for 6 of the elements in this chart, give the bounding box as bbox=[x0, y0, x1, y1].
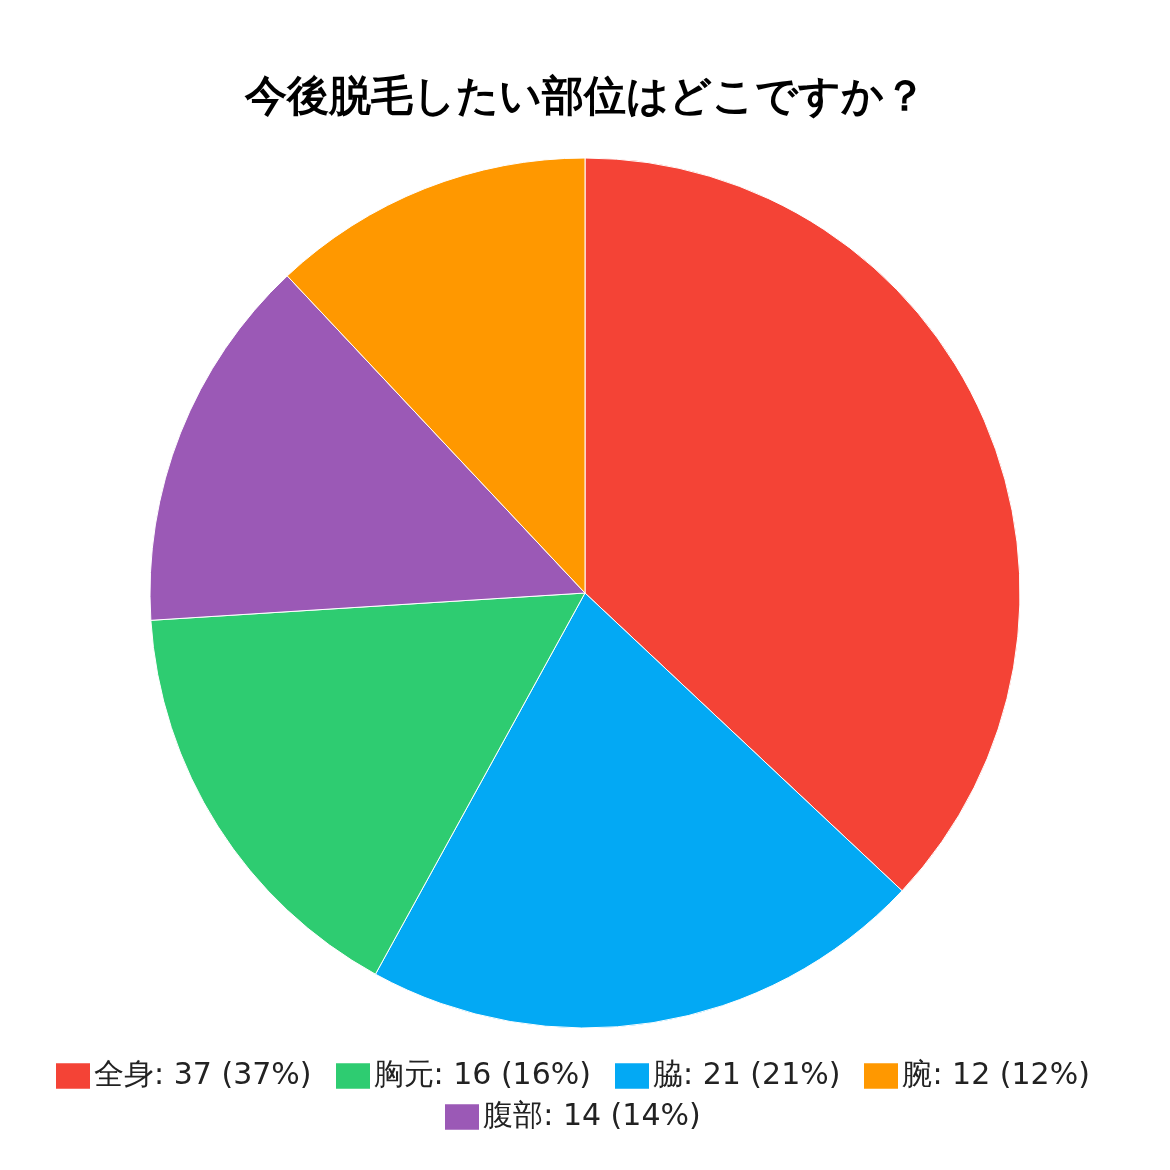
legend-label: 全身: 37 (37%) bbox=[94, 1056, 312, 1091]
legend-label: 腹部: 14 (14%) bbox=[483, 1097, 701, 1132]
legend-label: 腕: 12 (12%) bbox=[902, 1056, 1090, 1091]
legend-label: 胸元: 16 (16%) bbox=[373, 1056, 591, 1091]
chart-title: 今後脱毛したい部位はどこですか？ bbox=[243, 70, 927, 122]
legend-label: 脇: 21 (21%) bbox=[653, 1056, 841, 1091]
